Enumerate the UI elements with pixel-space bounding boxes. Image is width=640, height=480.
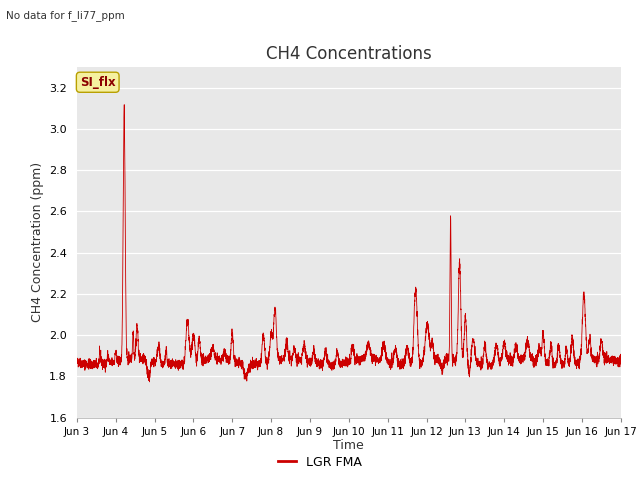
X-axis label: Time: Time <box>333 439 364 453</box>
Text: SI_flx: SI_flx <box>80 76 116 89</box>
Text: No data for f_li77_ppm: No data for f_li77_ppm <box>6 10 125 21</box>
Legend: LGR FMA: LGR FMA <box>273 451 367 474</box>
Y-axis label: CH4 Concentration (ppm): CH4 Concentration (ppm) <box>31 162 44 323</box>
Title: CH4 Concentrations: CH4 Concentrations <box>266 45 431 63</box>
